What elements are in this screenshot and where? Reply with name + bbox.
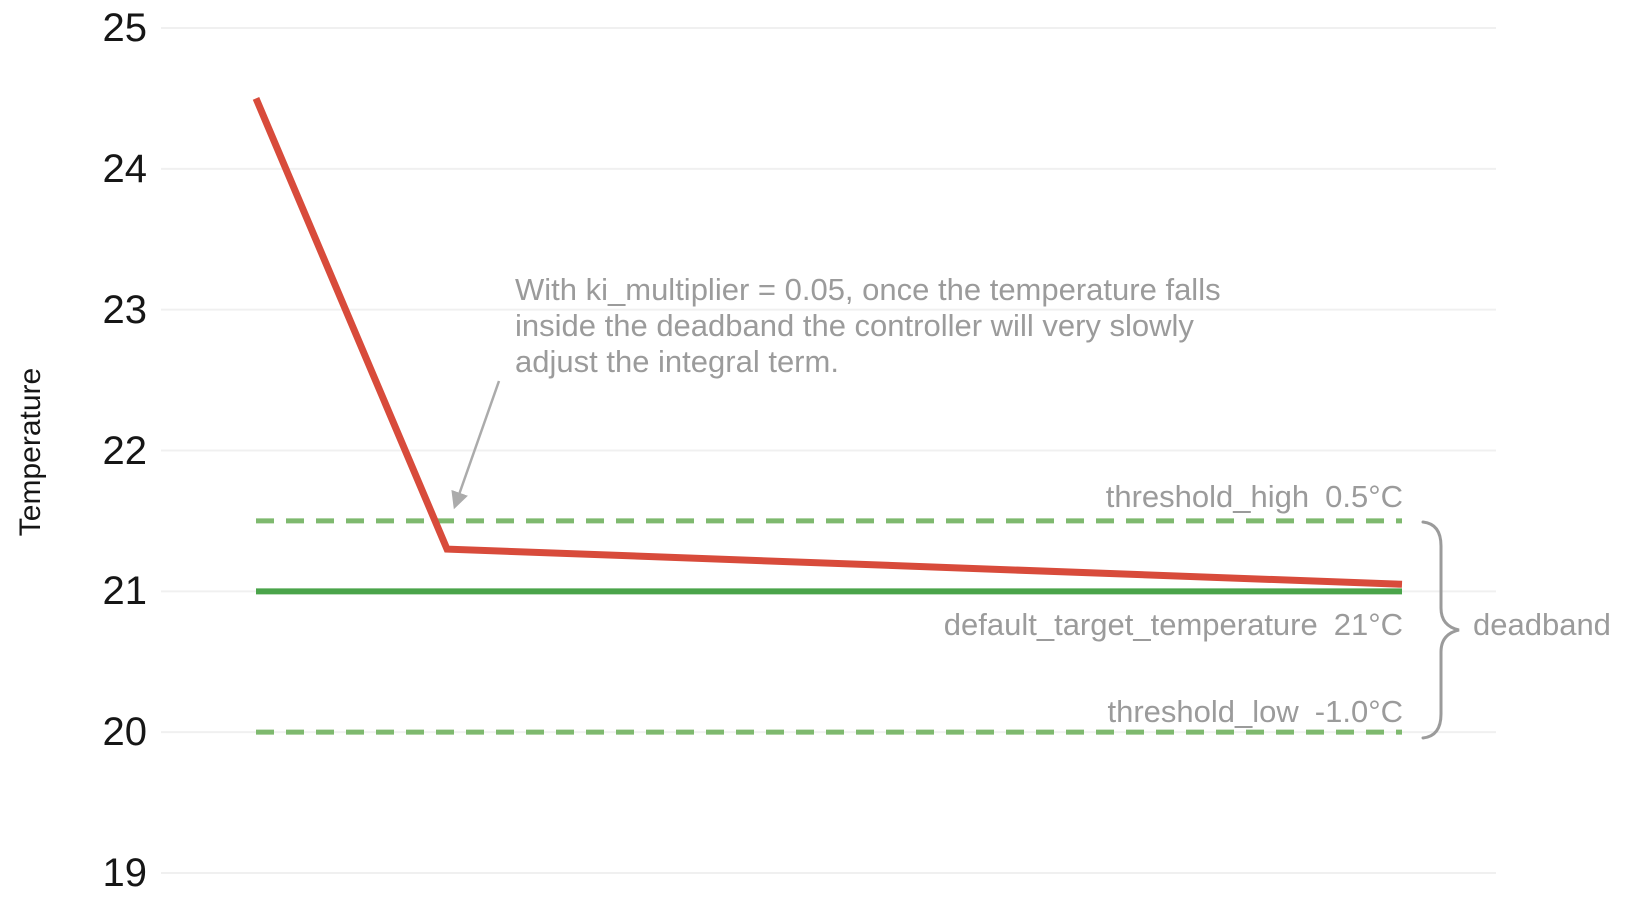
deadband-label: deadband [1473, 607, 1611, 642]
threshold-low-name: threshold_low [1107, 694, 1299, 729]
y-tick-label: 23 [102, 287, 148, 332]
threshold-low-label: threshold_low -1.0°C [1108, 694, 1404, 730]
threshold-high-name: threshold_high [1105, 479, 1310, 514]
annotation-line: adjust the integral term. [515, 344, 839, 379]
annotation-line: With ki_multiplier = 0.05, once the temp… [515, 272, 1221, 307]
annotation-arrow-icon [451, 380, 501, 510]
deadband-brace-icon [1421, 520, 1460, 740]
y-tick-label: 25 [102, 6, 148, 50]
annotation-text: With ki_multiplier = 0.05, once the temp… [515, 272, 1221, 380]
threshold-high-value: 0.5°C [1325, 479, 1403, 514]
overlay-shapes [451, 380, 1460, 740]
data-series [252, 97, 1403, 735]
default-target-name: default_target_temperature [943, 607, 1318, 642]
y-tick-label: 24 [102, 146, 148, 191]
default-target-temperature-label: default_target_temperature 21°C [944, 607, 1403, 643]
y-tick-label: 19 [102, 851, 148, 895]
annotation-line: inside the deadband the controller will … [515, 308, 1194, 343]
y-tick-label: 20 [102, 710, 148, 755]
y-tick-label: 21 [102, 569, 148, 614]
threshold-low-value: -1.0°C [1314, 694, 1403, 729]
threshold-high-label: threshold_high 0.5°C [1106, 479, 1403, 515]
series-line-measured_temperature [252, 97, 1403, 588]
gridlines [161, 27, 1496, 874]
default-target-value: 21°C [1333, 607, 1403, 642]
y-tick-label: 22 [102, 428, 148, 473]
